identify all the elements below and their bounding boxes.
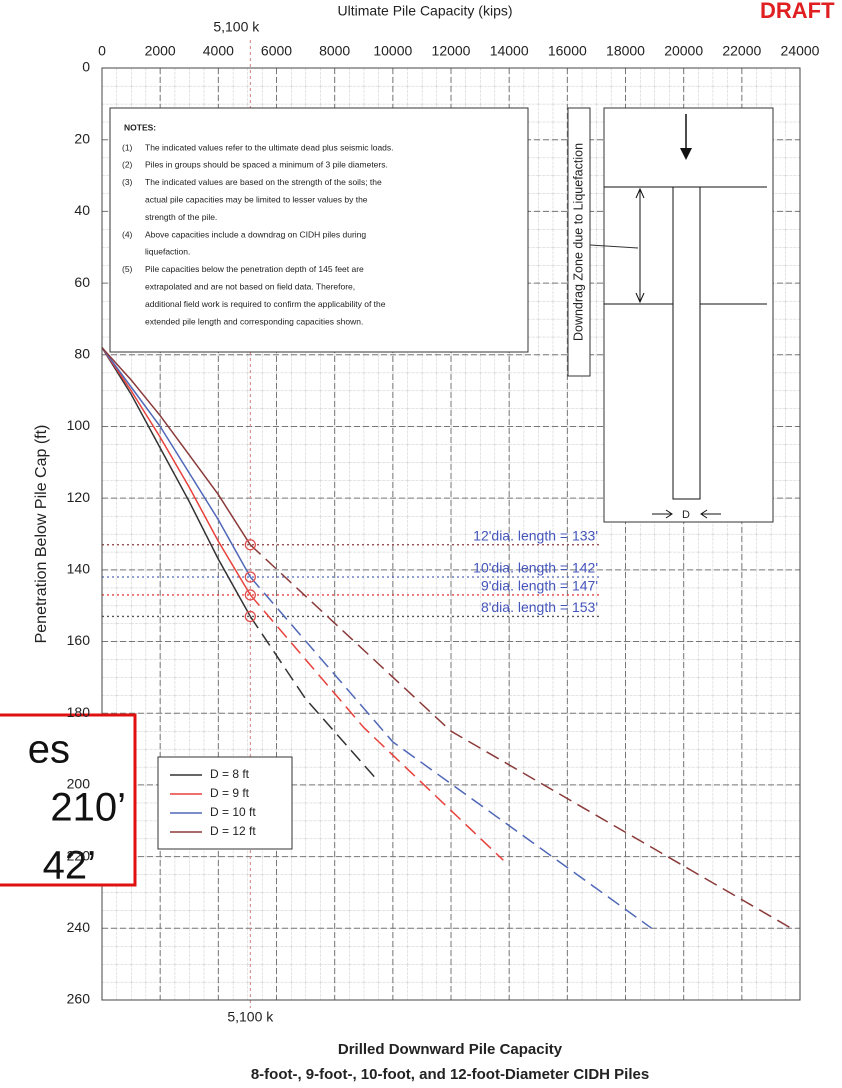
y-tick-label: 260 [67,991,91,1007]
notes-heading: NOTES: [124,122,156,132]
legend-label: D = 12 ft [210,824,256,838]
callout-text: 210’ [50,786,126,830]
y-tick-label: 140 [67,561,91,577]
x-tick-label: 2000 [145,43,176,59]
note-text: extended pile length and corresponding c… [145,316,363,326]
leader [589,244,639,249]
extrapolated-line [249,594,504,861]
annotation-text: 12'dia. length = 133' [473,527,598,543]
x-tick-label: 22000 [722,43,761,59]
reference-label: 5,100 k [213,19,260,35]
x-tick-label: 10000 [373,43,412,59]
x-tick-label: 24000 [781,43,820,59]
legend-label: D = 9 ft [210,786,250,800]
notes-box: NOTES: (1) The indicated values refer to … [109,107,529,353]
extrapolated-line [249,615,379,782]
x-tick-label: 20000 [664,43,703,59]
y-tick-label: 200 [67,776,91,792]
callout-text: 42’ [43,844,96,888]
diagram-label: Downdrag Zone due to Liquefaction [571,143,585,341]
callout-box [0,713,137,887]
y-tick-label: 20 [74,130,90,146]
notes-frame [109,107,529,353]
note-number: (4) [122,229,133,239]
annotation-text: 8'dia. length = 153' [481,599,598,615]
y-tick-label: 160 [67,632,91,648]
x-tick-label: 8000 [319,43,350,59]
annotation-marker [244,539,256,551]
line [101,347,251,578]
note-text: The indicated values are based on the st… [145,177,382,187]
annotation-marker [244,610,256,623]
y-tick-label: 80 [74,345,90,361]
x-tick-label: 12000 [432,43,471,59]
legend-label: D = 8 ft [210,767,250,781]
note-text: additional field work is required to con… [145,299,386,309]
dimension-arrows [635,187,645,304]
caption: 8-foot-, 9-foot-, 10-foot, and 12-foot-D… [251,1066,649,1083]
y-tick-label: 220 [67,847,91,863]
line [101,347,251,617]
note-text: Above capacities include a downdrag on C… [145,229,366,239]
legend-label: D = 10 ft [210,805,256,819]
diameter-arrows [652,509,721,519]
note-text: The indicated values refer to the ultima… [145,142,394,152]
annotation-text: 9'dia. length = 147' [481,578,598,594]
note-text: liquefaction. [145,247,190,257]
chart-title: Ultimate Pile Capacity (kips) [337,3,512,19]
x-tick-label: 18000 [606,43,645,59]
note-text: strength of the pile. [145,212,217,222]
note-text: extrapolated and are not based on field … [145,281,355,291]
y-tick-label: 60 [74,274,90,290]
annotation-marker [244,589,256,601]
y-axis-label: Penetration Below Pile Cap (ft) [33,425,50,644]
legend-frame [157,756,293,850]
note-text: actual pile capacities may be limited to… [145,194,368,204]
y-tick-label: 180 [67,704,91,720]
x-tick-label: 0 [98,43,106,59]
y-tick-label: 40 [74,202,90,218]
extrapolated-line [249,544,792,929]
x-tick-label: 14000 [490,43,529,59]
note-number: (3) [122,177,133,187]
caption: Drilled Downward Pile Capacity [338,1041,563,1058]
y-tick-label: 100 [67,417,91,433]
reference-label: 5,100 k [227,1009,274,1025]
note-text: Pile capacities below the penetration de… [145,264,364,274]
callout-text: es [28,728,70,772]
y-tick-label: 0 [82,59,90,75]
plot-frame [101,67,801,1001]
label-box [567,107,591,377]
legend: D = 8 ft D = 9 ft D = 10 ft D = 12 ft [157,756,293,850]
x-tick-label: 16000 [548,43,587,59]
draft-stamp: DRAFT [760,0,835,23]
diameter-label: D [682,509,690,521]
y-tick-label: 240 [67,919,91,935]
note-number: (1) [122,142,133,152]
x-tick-label: 6000 [261,43,292,59]
extrapolated-line [249,576,653,929]
callout: es 210’ 42’ [0,713,137,888]
note-number: (5) [122,264,133,274]
note-text: Piles in groups should be spaced a minim… [145,160,388,170]
pile-diagram: Downdrag Zone due to Liquefaction D [567,107,774,523]
annotation-text: 10'dia. length = 142' [473,560,598,576]
line [101,347,251,596]
note-number: (2) [122,160,133,170]
load-arrowhead [680,148,692,160]
pile [672,186,701,500]
line [101,347,251,546]
y-tick-label: 120 [67,489,91,505]
annotation-marker [244,571,256,583]
x-tick-label: 4000 [203,43,234,59]
